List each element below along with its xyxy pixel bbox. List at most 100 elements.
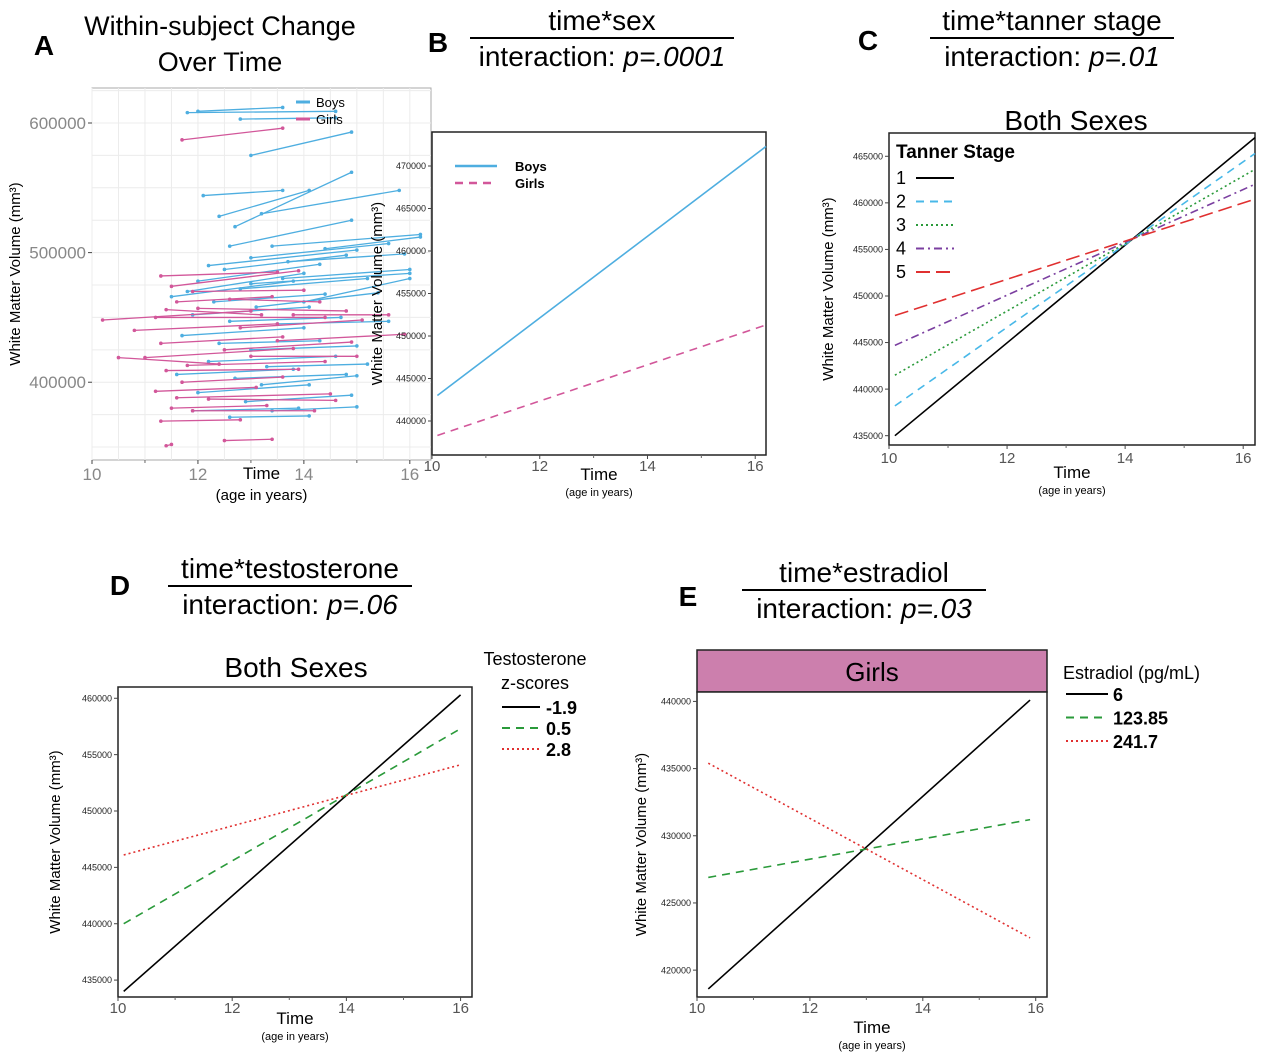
data-point bbox=[249, 281, 253, 286]
data-point bbox=[174, 395, 179, 400]
trajectory-line bbox=[118, 356, 220, 365]
data-point bbox=[206, 359, 211, 364]
trajectory-line bbox=[171, 404, 267, 409]
y-tick-label: 465000 bbox=[396, 204, 426, 214]
series-line bbox=[894, 183, 1256, 347]
trajectory-line bbox=[208, 249, 357, 267]
panel-letter: C bbox=[858, 25, 878, 56]
interaction-p-value: interaction: p=.01 bbox=[944, 41, 1160, 72]
legend-label: Girls bbox=[316, 112, 343, 127]
panel-title-line: Over Time bbox=[158, 47, 283, 77]
data-point bbox=[259, 313, 264, 317]
x-axis-label: Time bbox=[580, 465, 617, 484]
legend-label: 3 bbox=[896, 215, 906, 235]
trajectory-line bbox=[250, 345, 357, 351]
y-tick-label: 460000 bbox=[396, 246, 426, 256]
data-point bbox=[222, 438, 227, 443]
y-tick-label: 470000 bbox=[396, 161, 426, 171]
data-point bbox=[418, 235, 423, 239]
data-point bbox=[185, 363, 190, 368]
panel-letter: B bbox=[428, 27, 448, 58]
legend-label: 4 bbox=[896, 239, 906, 259]
trajectory-line bbox=[229, 415, 310, 418]
p-value: p=.01 bbox=[1088, 41, 1160, 72]
trajectory-line bbox=[187, 360, 326, 367]
data-point bbox=[270, 437, 274, 442]
y-tick-label: 440000 bbox=[661, 697, 691, 707]
data-point bbox=[254, 385, 259, 390]
y-tick-label: 455000 bbox=[853, 245, 883, 255]
data-point bbox=[201, 193, 206, 198]
trajectory-line bbox=[176, 393, 331, 399]
trajectory-line bbox=[182, 327, 304, 337]
data-point bbox=[243, 399, 248, 404]
data-point bbox=[169, 284, 174, 289]
trajectory-line bbox=[197, 307, 347, 312]
data-point bbox=[349, 340, 354, 344]
x-tick-label: 12 bbox=[224, 1000, 241, 1017]
trajectory-line bbox=[213, 293, 326, 303]
data-point bbox=[349, 393, 354, 397]
data-point bbox=[317, 300, 322, 304]
interaction-term: time*estradiol bbox=[779, 557, 949, 588]
data-point bbox=[164, 307, 168, 312]
trajectory-line bbox=[144, 347, 294, 359]
data-point bbox=[196, 109, 200, 114]
interaction-label: interaction: bbox=[944, 41, 1089, 72]
data-point bbox=[280, 276, 285, 281]
x-axis-sublabel: (age in years) bbox=[565, 487, 632, 499]
data-point bbox=[275, 338, 280, 343]
data-point bbox=[408, 267, 412, 272]
data-point bbox=[280, 375, 285, 379]
data-point bbox=[317, 262, 322, 267]
data-point bbox=[222, 267, 227, 272]
trajectory-line bbox=[250, 272, 410, 285]
y-tick-label: 435000 bbox=[661, 764, 691, 774]
data-point bbox=[307, 305, 311, 309]
y-tick-label: 450000 bbox=[82, 806, 112, 816]
y-tick-label: 435000 bbox=[853, 431, 883, 441]
trajectory-line bbox=[303, 277, 410, 303]
trajectory-line bbox=[208, 398, 336, 402]
x-tick-label: 10 bbox=[424, 458, 441, 475]
y-tick-label: 400000 bbox=[29, 373, 86, 392]
x-axis-label: Time bbox=[243, 464, 280, 483]
trajectory-line bbox=[160, 336, 283, 344]
data-point bbox=[365, 276, 370, 281]
x-tick-label: 14 bbox=[639, 458, 656, 475]
data-point bbox=[286, 259, 290, 264]
y-tick-label: 450000 bbox=[396, 331, 426, 341]
data-point bbox=[249, 354, 253, 359]
data-point bbox=[280, 188, 285, 193]
p-value: p=.06 bbox=[326, 589, 398, 620]
trajectory-line bbox=[224, 341, 352, 351]
trajectory-line bbox=[250, 242, 389, 259]
data-point bbox=[333, 109, 338, 114]
trajectory-line bbox=[250, 131, 352, 157]
data-point bbox=[249, 255, 253, 260]
trajectory-line bbox=[176, 296, 273, 303]
y-axis-label: White Matter Volume (mm³) bbox=[47, 750, 64, 933]
series-line bbox=[436, 145, 767, 397]
panel-letter: D bbox=[110, 570, 130, 601]
interaction-term: time*sex bbox=[548, 5, 655, 36]
trajectory-line bbox=[182, 376, 283, 383]
x-axis-label: Time bbox=[1053, 463, 1090, 482]
x-tick-label: 10 bbox=[881, 450, 898, 467]
facet-title: Both Sexes bbox=[224, 652, 367, 683]
y-tick-label: 440000 bbox=[396, 416, 426, 426]
interaction-term: time*testosterone bbox=[181, 553, 399, 584]
x-axis-sublabel: (age in years) bbox=[838, 1040, 905, 1052]
data-point bbox=[159, 341, 163, 346]
trajectory-line bbox=[155, 386, 257, 392]
series-line bbox=[123, 728, 461, 925]
trajectory-line bbox=[208, 355, 336, 363]
legend-label: 0.5 bbox=[546, 719, 571, 739]
data-point bbox=[296, 367, 301, 372]
trajectory-line bbox=[277, 320, 389, 325]
y-tick-label: 440000 bbox=[853, 384, 883, 394]
legend-label: 2.8 bbox=[546, 740, 571, 760]
data-point bbox=[349, 130, 354, 134]
data-point bbox=[259, 211, 264, 216]
